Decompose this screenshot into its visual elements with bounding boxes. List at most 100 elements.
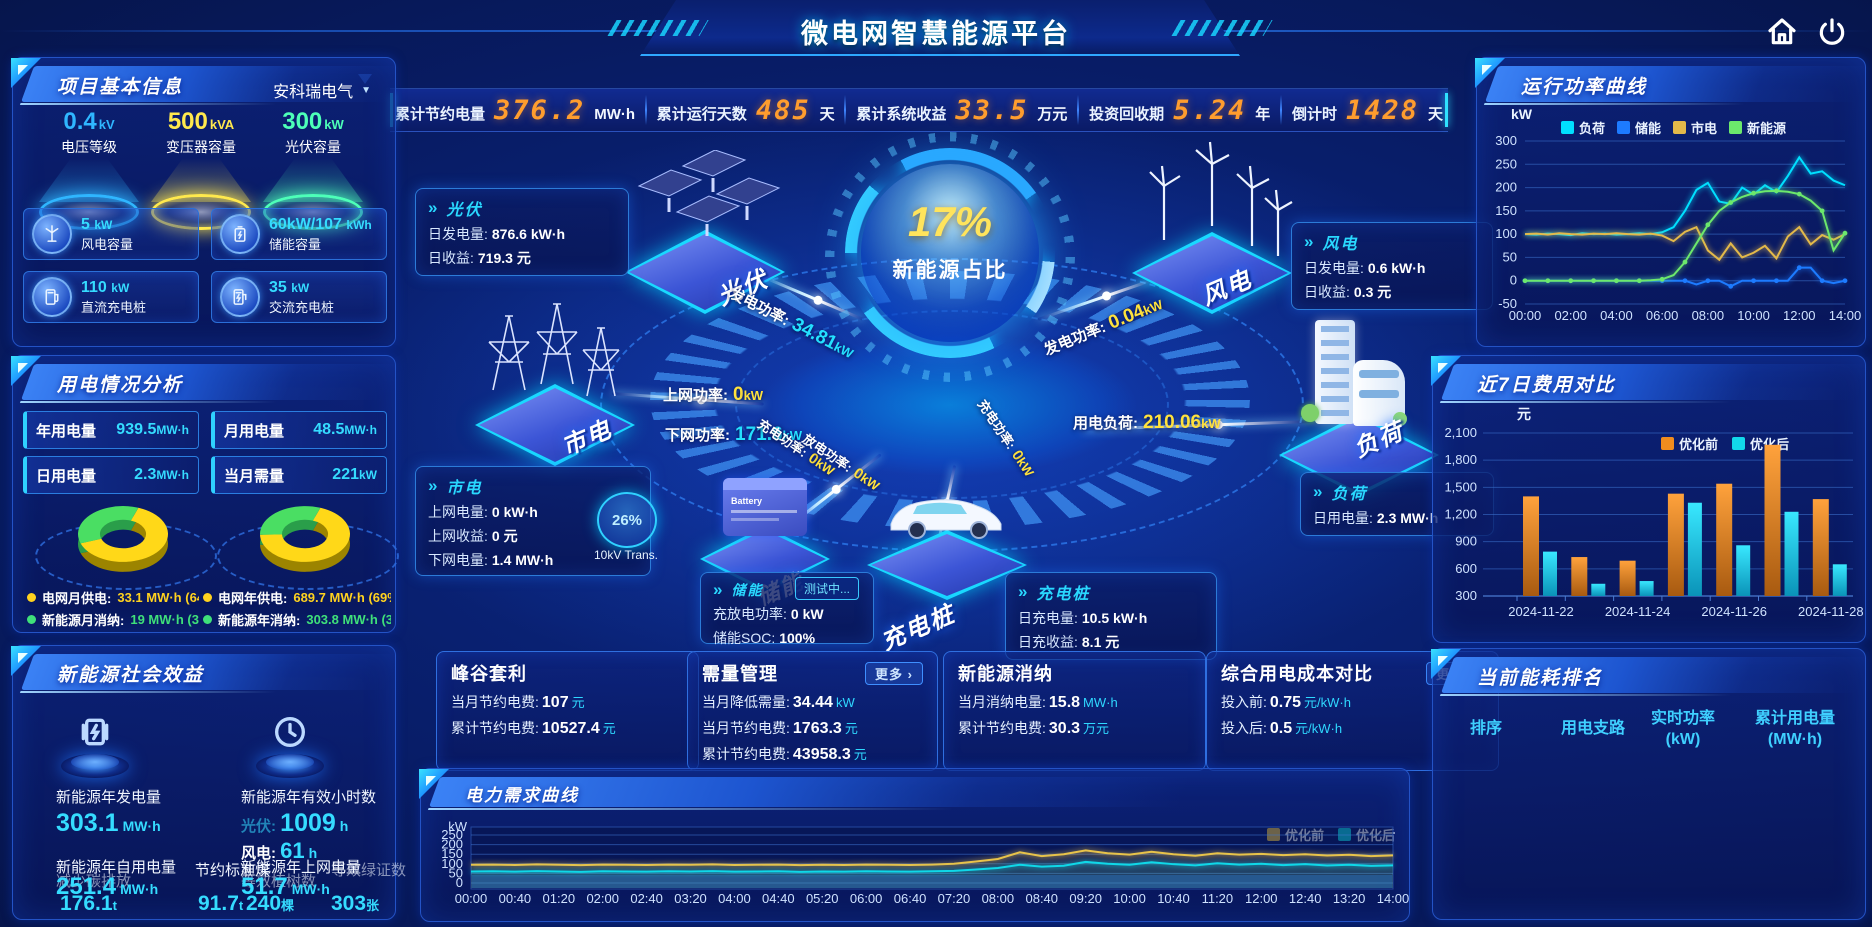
stats-divider [644,95,647,125]
capacity-label: 交流充电桩 [269,300,335,316]
renewable-share-label: 新能源占比 [892,259,1008,282]
svg-text:1,200: 1,200 [1444,507,1477,522]
benefit-card: 需量管理 更多 › 当月降低需量: 34.44 kW 当月节约电费: 1763.3 元累计节约… [687,651,938,771]
more-button[interactable]: 更多 › [865,661,923,685]
benefit-value: 251.4 [56,873,117,900]
stats-edge-right [1445,93,1448,127]
svg-text:09:20: 09:20 [1069,891,1102,906]
legend-item: 电网月供电: 33.1 MW·h (64%) [27,588,199,607]
svg-text:14:00: 14:00 [1377,891,1409,906]
svg-text:100: 100 [1495,226,1517,241]
legend-label: 新能源月消纳: [42,613,125,628]
svg-text:06:00: 06:00 [1646,308,1679,323]
row-unit: 元 [602,721,616,736]
usage-stat-value: 939.5MW·h [116,421,189,438]
benefit-card-row: 当月降低需量: 34.44 kW [702,692,923,712]
row-label: 投入后: [1221,720,1267,736]
flow-unit: kW [743,388,764,403]
benefit-card-row: 投入后: 0.5 元/kW·h [1221,718,1484,738]
svg-text:kW: kW [448,819,468,834]
stat-item: 倒计时 1428 天 [1292,95,1443,126]
stat-value: 5.24 [1173,94,1247,126]
info-row-label: 日发电量: [1304,260,1364,276]
load-node-illustration [1275,312,1443,498]
home-icon[interactable] [1766,16,1798,48]
info-row-value: 719.3 元 [477,250,531,266]
panel-social-benefits: 新能源社会效益 新能源年发电量 303.1 MW·h 新能源年有效小时数 光伏: … [11,645,406,920]
spotlight-transformer: 500 kVA 变压器容量 [149,110,253,230]
usage-stat-label: 年用电量 [36,422,97,440]
info-row-value: 0.6 kW·h [1367,260,1426,276]
capacity-unit: kW [111,280,130,295]
solar-panels-icon [637,150,781,236]
stat-label: 累计运行天数 [656,105,747,123]
info-row-label: 充放电功率: [713,606,787,622]
legend-item: 新能源月消纳: 19 MW·h (36%) [27,610,199,629]
company-dropdown[interactable]: 安科瑞电气 ▼ [273,78,371,102]
usage-stat-unit: kW [359,468,377,482]
column-header: 用电支路 [1560,720,1625,737]
ev-car-icon [890,499,1002,539]
spot-value: 0.4 [63,108,97,135]
legend-label: 新能源年消纳: [218,613,301,628]
row-label: 当月节约电费: [451,694,539,710]
info-row-value: 0 kW·h [491,504,538,520]
benefit-card-row: 累计节约电费: 43958.3 元 [702,744,923,764]
legend-item: 负荷 [1561,118,1605,137]
usage-stat-label: 月用电量 [224,422,285,440]
storage-info-card: » 储能 充放电功率: 0 kW 储能SOC: 100% [700,572,874,646]
ranking-table-header: 排序 用电支路 实时功率 (kW) 累计用电量 (MW·h) [1433,709,1865,765]
svg-text:1,500: 1,500 [1444,479,1477,494]
capacity-value: 110 kW [81,278,130,296]
info-row-label: 日收益: [1304,284,1350,300]
svg-text:300: 300 [1495,133,1517,148]
cost-y-unit: 元 [1517,406,1531,422]
benefit-value: 51.7 [241,873,288,900]
row-label: 累计节约电费: [451,720,539,736]
info-row-value: 2.3 MW·h [1376,510,1439,526]
benefit-unit: t [112,898,117,913]
benefit-card: 新能源消纳 当月消纳电量: 15.8 MW·h 累计节约电费: 30.3 万元 [943,651,1206,771]
benefit-card-row: 累计节约电费: 10527.4 元 [451,718,684,738]
card-title: 负荷 [1331,486,1368,503]
stat-label: 累计系统收益 [856,105,947,123]
usage-stat-card: 日用电量 2.3MW·h [23,456,199,494]
row-label: 累计节约电费: [702,746,790,762]
svg-text:02:00: 02:00 [1554,308,1587,323]
row-label: 累计节约电费: [958,720,1046,736]
pv-hours-unit: h [339,818,349,834]
benefit-card-title-row: 峰谷套利 [451,660,684,686]
flow-label: 用电负荷: 210.06kW [1073,412,1221,434]
capacity-value: 60kW/107 kWh [269,215,372,233]
ac-charger-icon [220,277,260,317]
row-value: 1763.3 [792,720,842,737]
svg-text:0: 0 [456,875,463,890]
panel-title: 新能源社会效益 [57,665,205,686]
info-row: 日充收益: 8.1 元 [1018,632,1204,652]
info-row: 下网电量: 1.4 MW·h [428,550,638,570]
flow-unit: kW [1201,416,1221,431]
svg-text:2024-11-26: 2024-11-26 [1701,604,1767,619]
charger-node-illustration [862,478,1032,602]
info-row-label: 上网电量: [428,504,488,520]
info-row-value: 1.4 MW·h [491,552,554,568]
panel-title: 当前能耗排名 [1477,668,1604,689]
legend-dot [27,615,36,624]
usage-stat-value: 48.5MW·h [313,421,377,438]
row-value: 10527.4 [541,720,600,737]
info-row-label: 日发电量: [428,226,488,242]
benefit-card-title-row: 新能源消纳 [958,660,1191,686]
usage-stat-unit: MW·h [344,423,377,437]
capacity-value: 5 kW [81,215,113,233]
usage-stat-cards: 年用电量 939.5MW·h 月用电量 48.5MW·h 日用电量 2.3MW·h 当月需量… [23,411,387,494]
svg-text:200: 200 [441,837,463,852]
power-icon[interactable] [1816,16,1848,48]
legend-value: 303.8 MW·h (31%) [306,612,391,627]
building-tower [1315,320,1355,424]
svg-text:1,800: 1,800 [1444,452,1477,467]
info-row-value: 0 元 [491,528,518,544]
benefit-unit: 棵 [281,898,295,913]
row-label: 当月降低需量: [702,694,790,710]
legend-swatch [1617,121,1631,134]
